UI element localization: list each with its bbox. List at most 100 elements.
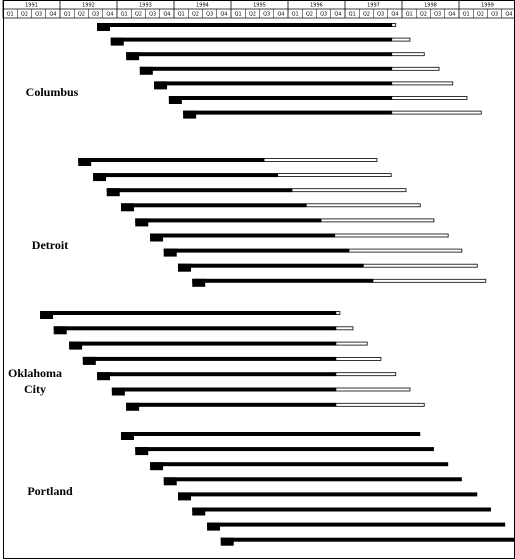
start-block xyxy=(163,477,177,486)
open-bar xyxy=(335,372,397,377)
start-block xyxy=(126,402,140,411)
quarter-label: Q1 xyxy=(292,12,299,18)
quarter-label: Q3 xyxy=(92,12,99,18)
start-block xyxy=(110,37,124,46)
quarter-label: Q1 xyxy=(64,12,71,18)
start-block xyxy=(111,387,125,396)
solid-bar xyxy=(40,311,336,315)
start-block xyxy=(93,173,107,182)
start-block xyxy=(126,52,140,61)
solid-bar xyxy=(106,188,292,193)
start-block xyxy=(82,356,96,365)
open-bar xyxy=(320,218,435,223)
open-bar xyxy=(335,387,411,392)
quarter-label: Q3 xyxy=(263,12,270,18)
solid-bar xyxy=(150,233,335,238)
quarter-label: Q4 xyxy=(391,12,398,18)
group-label: Columbus xyxy=(25,85,79,99)
quarter-label: Q1 xyxy=(235,12,242,18)
group-label: Oklahoma City xyxy=(7,366,62,396)
open-bar xyxy=(348,248,463,253)
solid-bar xyxy=(154,81,392,86)
year-label: 1991 xyxy=(25,3,38,9)
start-block xyxy=(150,233,164,242)
start-block xyxy=(177,263,191,272)
start-block xyxy=(120,432,134,440)
quarter-label: Q3 xyxy=(377,12,384,18)
open-bar xyxy=(291,188,407,193)
quarter-label: Q4 xyxy=(505,12,512,18)
solid-bar xyxy=(207,522,506,527)
quarter-label: Q4 xyxy=(220,12,227,18)
year-label: 1998 xyxy=(424,3,437,9)
solid-bar xyxy=(192,507,491,512)
quarter-label: Q3 xyxy=(35,12,42,18)
solid-bar xyxy=(110,37,392,42)
start-block xyxy=(220,537,234,546)
open-bar xyxy=(335,326,354,331)
start-block xyxy=(78,158,92,166)
open-bar xyxy=(263,158,378,162)
open-bar xyxy=(305,203,421,208)
open-bar xyxy=(391,37,411,42)
solid-bar xyxy=(168,96,392,100)
solid-bar xyxy=(163,248,349,253)
solid-bar xyxy=(163,477,462,482)
start-block xyxy=(106,188,120,197)
start-block xyxy=(139,66,153,75)
start-block xyxy=(163,248,177,257)
quarter-label: Q2 xyxy=(78,12,85,18)
solid-bar xyxy=(97,372,336,377)
quarter-label: Q4 xyxy=(163,12,170,18)
year-label: 1994 xyxy=(196,3,209,9)
open-bar xyxy=(334,233,449,238)
start-block xyxy=(168,96,182,104)
open-bar xyxy=(372,278,487,283)
start-block xyxy=(135,218,149,227)
solid-bar xyxy=(82,356,336,361)
open-bar xyxy=(335,402,425,407)
quarter-label: Q3 xyxy=(206,12,213,18)
quarter-label: Q1 xyxy=(406,12,413,18)
start-block xyxy=(53,326,67,335)
start-block xyxy=(192,278,206,287)
start-block xyxy=(154,81,168,90)
solid-bar xyxy=(126,402,336,407)
quarter-label: Q4 xyxy=(448,12,455,18)
quarter-label: Q4 xyxy=(49,12,56,18)
solid-bar xyxy=(177,263,364,268)
solid-bar xyxy=(53,326,336,331)
year-label: 1997 xyxy=(367,3,380,9)
start-block xyxy=(192,507,206,516)
year-label: 1996 xyxy=(310,3,323,9)
start-block xyxy=(177,492,191,501)
solid-bar xyxy=(111,387,336,392)
solid-bar xyxy=(220,537,515,542)
solid-bar xyxy=(69,341,336,346)
solid-bar xyxy=(192,278,373,283)
quarter-label: Q1 xyxy=(463,12,470,18)
solid-bar xyxy=(97,23,392,27)
quarter-label: Q2 xyxy=(21,12,28,18)
start-block xyxy=(135,447,149,456)
year-label: 1992 xyxy=(82,3,95,9)
quarter-label: Q2 xyxy=(306,12,313,18)
solid-bar xyxy=(120,203,307,208)
quarter-label: Q3 xyxy=(491,12,498,18)
quarter-label: Q2 xyxy=(363,12,370,18)
quarter-label: Q2 xyxy=(249,12,256,18)
open-bar xyxy=(391,96,468,100)
quarter-label: Q1 xyxy=(178,12,185,18)
solid-bar xyxy=(120,432,421,436)
quarter-label: Q4 xyxy=(277,12,284,18)
start-block xyxy=(97,23,111,31)
start-block xyxy=(40,311,54,319)
quarter-label: Q1 xyxy=(7,12,14,18)
solid-bar xyxy=(183,110,392,115)
quarter-label: Q2 xyxy=(192,12,199,18)
solid-bar xyxy=(177,492,478,497)
solid-bar xyxy=(135,447,434,452)
quarter-label: Q1 xyxy=(349,12,356,18)
